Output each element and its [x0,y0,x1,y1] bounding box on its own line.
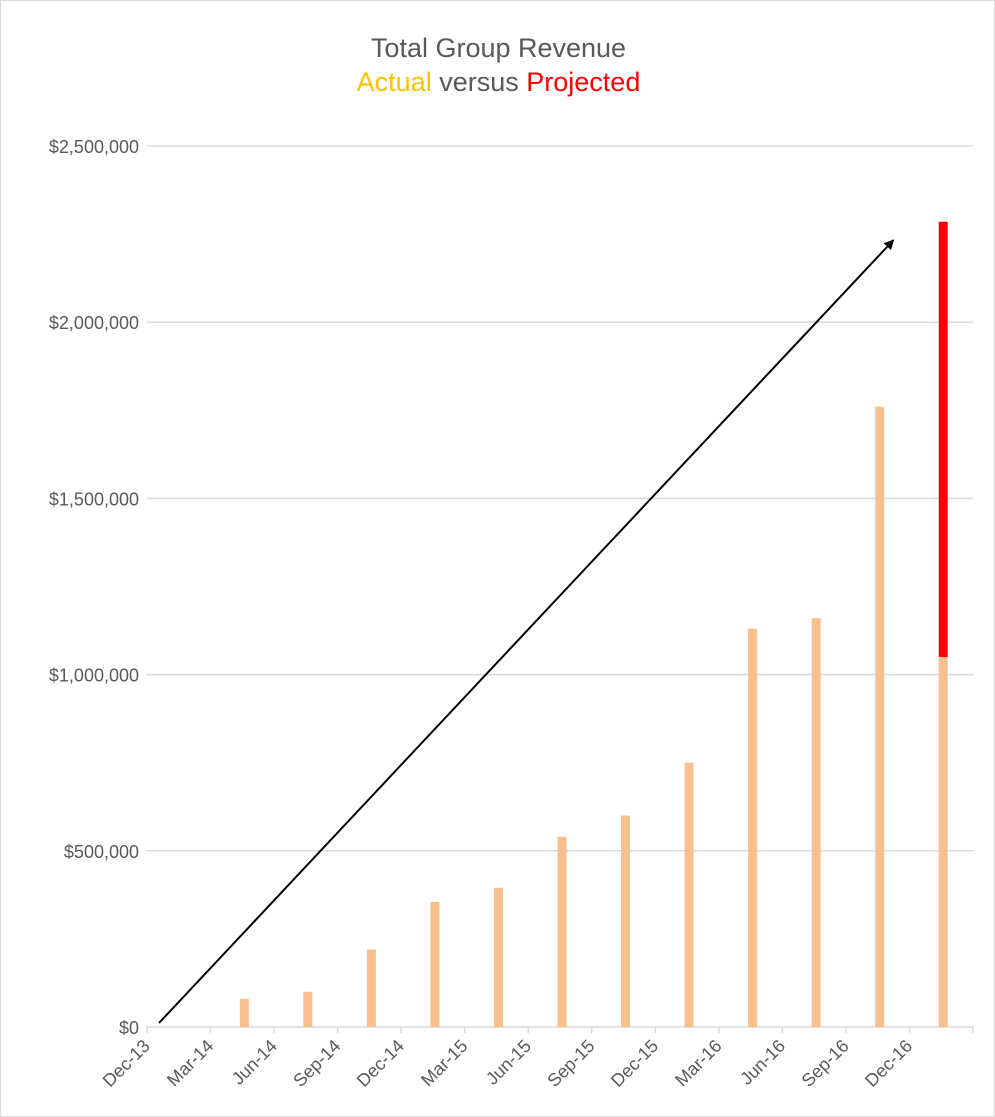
subtitle-actual: Actual [356,67,432,97]
y-tick-label: $0 [119,1018,139,1038]
bar-actual [748,628,758,1027]
bar-actual [493,887,503,1027]
bar-actual [303,991,313,1027]
x-tick-label: Jun-14 [228,1036,281,1089]
bar-actual [239,998,249,1027]
x-axis-tick-labels: Dec-13 Mar-14 Jun-14 Sep-14 Dec-14 Mar-15 Jun-… [99,1036,917,1091]
x-tick-label: Jun-16 [736,1036,789,1089]
chart-title: Total Group Revenue [370,33,627,63]
bar-projected [938,221,948,657]
bar-actual [366,949,376,1027]
subtitle-projected: Projected [526,67,641,97]
bar-actual [621,815,631,1027]
x-tick-label: Dec-14 [353,1036,408,1091]
y-tick-label: $500,000 [64,842,139,862]
trend-arrow [158,239,895,1024]
y-tick-label: $2,500,000 [49,137,139,157]
x-tick-label: Mar-15 [417,1036,471,1090]
x-tick-label: Mar-16 [671,1036,725,1090]
x-tick-label: Sep-16 [798,1036,853,1091]
x-tick-label: Dec-13 [99,1036,154,1091]
x-tick-label: Dec-16 [861,1036,916,1091]
y-tick-label: $2,000,000 [49,313,139,333]
y-tick-label: $1,500,000 [49,489,139,509]
bar-actual [875,406,885,1027]
bars [239,221,948,1027]
y-axis-tick-labels: $0 $500,000 $1,000,000 $1,500,000 $2,000,000… [49,137,139,1038]
annotations [158,239,895,1024]
x-tick-label: Sep-15 [543,1036,598,1091]
bar-actual [430,901,440,1027]
chart-title-block: Total Group Revenue Actual versus Projec… [1,31,995,99]
x-tick-label: Dec-15 [607,1036,662,1091]
bar-actual [811,618,821,1027]
bar-actual [938,656,948,1027]
x-tick-label: Sep-14 [289,1036,344,1091]
subtitle-versus: versus [439,67,519,97]
chart-subtitle: Actual versus Projected [1,65,995,99]
x-tick-label: Mar-14 [163,1036,217,1090]
bar-actual [557,836,567,1027]
y-tick-label: $1,000,000 [49,666,139,686]
x-tick-label: Jun-15 [482,1036,535,1089]
bar-actual [684,762,694,1027]
